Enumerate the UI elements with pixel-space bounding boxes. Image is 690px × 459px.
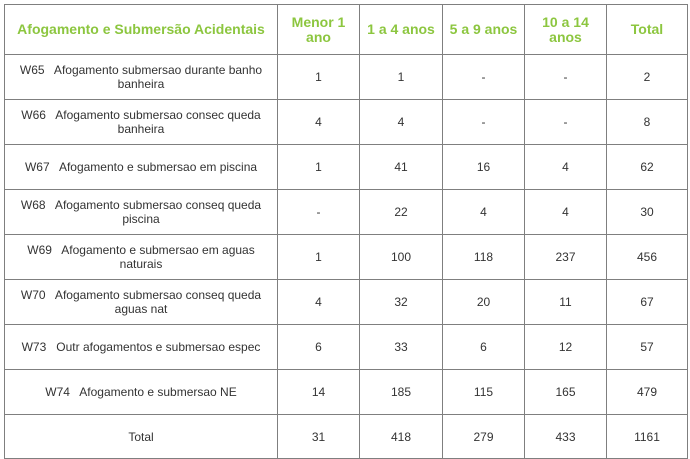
header-total: Total xyxy=(606,4,688,55)
table-row: W70 Afogamento submersao conseq queda ag… xyxy=(4,279,688,325)
total-label: Total xyxy=(4,414,278,459)
header-under-1: Menor 1 ano xyxy=(277,4,360,55)
header-5-9: 5 a 9 anos xyxy=(442,4,525,55)
cell-total: 479 xyxy=(606,369,688,415)
cell-total: 8 xyxy=(606,99,688,145)
cell-5-9: - xyxy=(442,54,525,100)
row-label: W66 Afogamento submersao consec queda ba… xyxy=(4,99,278,145)
row-label: W68 Afogamento submersao conseq queda pi… xyxy=(4,189,278,235)
cell-under-1: 4 xyxy=(277,99,360,145)
cell-total: 57 xyxy=(606,324,688,370)
cell-5-9: 4 xyxy=(442,189,525,235)
table-row: W65 Afogamento submersao durante banho b… xyxy=(4,54,688,100)
table-row: W69 Afogamento e submersao em aguas natu… xyxy=(4,234,688,280)
cell-1-4: 32 xyxy=(359,279,443,325)
table-row: W73 Outr afogamentos e submersao espec 6… xyxy=(4,324,688,370)
cell-10-14: 4 xyxy=(524,189,607,235)
row-label: W73 Outr afogamentos e submersao espec xyxy=(4,324,278,370)
drowning-table: Afogamento e Submersão Acidentais Menor … xyxy=(4,4,688,459)
cell-5-9: 20 xyxy=(442,279,525,325)
cell-total: 2 xyxy=(606,54,688,100)
header-row: Afogamento e Submersão Acidentais Menor … xyxy=(4,4,688,55)
table-row: W67 Afogamento e submersao em piscina 1 … xyxy=(4,144,688,190)
cell-10-14: 237 xyxy=(524,234,607,280)
row-label: W67 Afogamento e submersao em piscina xyxy=(4,144,278,190)
cell-under-1: 1 xyxy=(277,234,360,280)
cell-1-4: 1 xyxy=(359,54,443,100)
row-label: W74 Afogamento e submersao NE xyxy=(4,369,278,415)
total-10-14: 433 xyxy=(524,414,607,459)
cell-10-14: - xyxy=(524,54,607,100)
total-1-4: 418 xyxy=(359,414,443,459)
header-cause: Afogamento e Submersão Acidentais xyxy=(4,4,278,55)
table-row: W68 Afogamento submersao conseq queda pi… xyxy=(4,189,688,235)
cell-5-9: - xyxy=(442,99,525,145)
cell-1-4: 41 xyxy=(359,144,443,190)
cell-1-4: 22 xyxy=(359,189,443,235)
cell-1-4: 4 xyxy=(359,99,443,145)
cell-total: 62 xyxy=(606,144,688,190)
total-5-9: 279 xyxy=(442,414,525,459)
row-label: W70 Afogamento submersao conseq queda ag… xyxy=(4,279,278,325)
cell-total: 456 xyxy=(606,234,688,280)
cell-under-1: 1 xyxy=(277,144,360,190)
total-total: 1161 xyxy=(606,414,688,459)
cell-under-1: 6 xyxy=(277,324,360,370)
cell-10-14: 12 xyxy=(524,324,607,370)
table-row: W66 Afogamento submersao consec queda ba… xyxy=(4,99,688,145)
cell-under-1: - xyxy=(277,189,360,235)
total-row: Total 31 418 279 433 1161 xyxy=(4,414,688,459)
cell-10-14: 11 xyxy=(524,279,607,325)
cell-5-9: 6 xyxy=(442,324,525,370)
cell-5-9: 16 xyxy=(442,144,525,190)
cell-1-4: 185 xyxy=(359,369,443,415)
cell-under-1: 4 xyxy=(277,279,360,325)
cell-5-9: 118 xyxy=(442,234,525,280)
cell-under-1: 14 xyxy=(277,369,360,415)
cell-1-4: 100 xyxy=(359,234,443,280)
total-under-1: 31 xyxy=(277,414,360,459)
cell-under-1: 1 xyxy=(277,54,360,100)
cell-1-4: 33 xyxy=(359,324,443,370)
cell-10-14: - xyxy=(524,99,607,145)
header-1-4: 1 a 4 anos xyxy=(359,4,443,55)
cell-total: 30 xyxy=(606,189,688,235)
cell-total: 67 xyxy=(606,279,688,325)
row-label: W69 Afogamento e submersao em aguas natu… xyxy=(4,234,278,280)
cell-10-14: 4 xyxy=(524,144,607,190)
header-10-14: 10 a 14 anos xyxy=(524,4,607,55)
table-row: W74 Afogamento e submersao NE 14 185 115… xyxy=(4,369,688,415)
cell-10-14: 165 xyxy=(524,369,607,415)
cell-5-9: 115 xyxy=(442,369,525,415)
row-label: W65 Afogamento submersao durante banho b… xyxy=(4,54,278,100)
